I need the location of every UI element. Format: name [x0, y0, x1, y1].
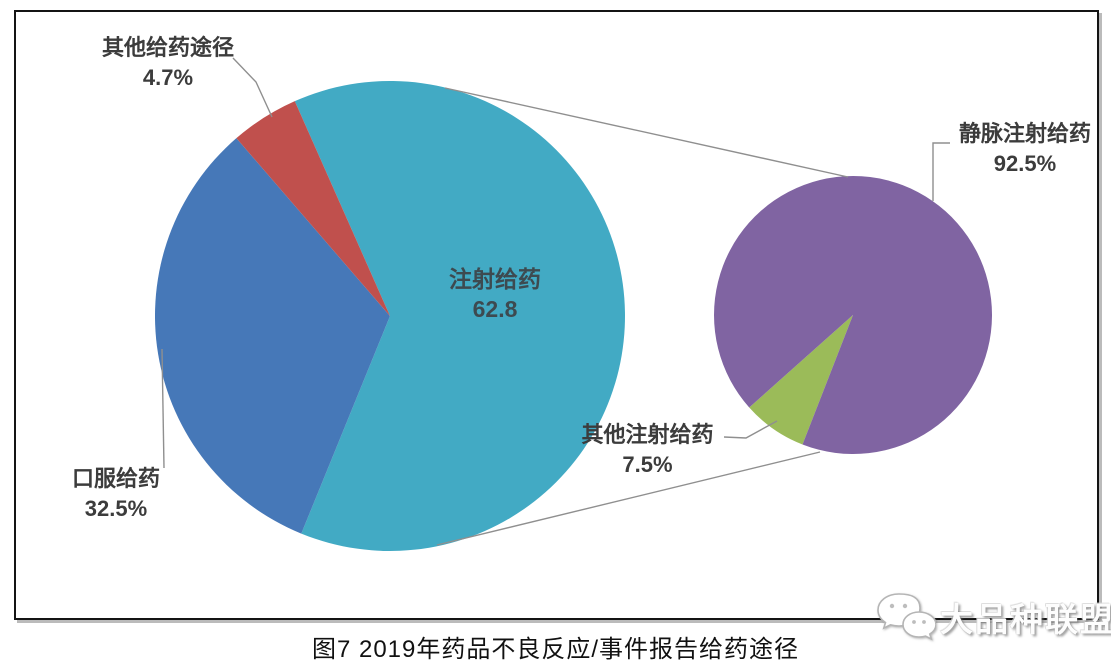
label-injection: 注射给药 62.8 [385, 264, 605, 324]
watermark-text: 大品种联盟 [940, 601, 1111, 638]
label-other-route-name: 其他给药途径 [101, 35, 234, 60]
main-pie-slice-2 [236, 101, 390, 317]
label-oral: 口服给药 32.5% [21, 464, 211, 524]
figure-caption: 图7 2019年药品不良反应/事件报告给药途径 [311, 636, 800, 663]
label-other-injection: 其他注射给药 7.5% [555, 420, 740, 480]
label-injection-value: 62.8 [472, 296, 518, 322]
label-oral-value: 32.5% [84, 496, 148, 521]
label-leader-line [232, 57, 273, 118]
label-iv: 静脉注射给药 92.5% [935, 119, 1111, 179]
label-leader-line [161, 348, 165, 469]
label-other-route: 其他给药途径 4.7% [63, 33, 273, 93]
main-pie-slice-1 [154, 138, 390, 534]
label-other-injection-name: 其他注射给药 [581, 422, 714, 447]
label-iv-name: 静脉注射给药 [958, 121, 1091, 146]
main-pie-slice-0 [294, 80, 625, 551]
label-leader-line [932, 142, 950, 201]
wechat-icon [877, 593, 936, 641]
pie-connector-line [436, 451, 821, 546]
label-iv-value: 92.5% [993, 151, 1057, 176]
label-other-injection-value: 7.5% [622, 452, 673, 477]
label-oral-name: 口服给药 [71, 466, 160, 491]
secondary-pie-slice-0 [749, 315, 853, 445]
label-injection-name: 注射给药 [449, 266, 541, 292]
secondary-pie-slice-1 [714, 176, 993, 455]
label-other-route-value: 4.7% [142, 65, 194, 90]
pie-slices [154, 80, 993, 551]
watermark: 大品种联盟 [874, 588, 1111, 646]
connector-and-leader-lines [161, 57, 950, 546]
label-leader-line [723, 420, 778, 439]
pie-connector-line [444, 87, 849, 178]
